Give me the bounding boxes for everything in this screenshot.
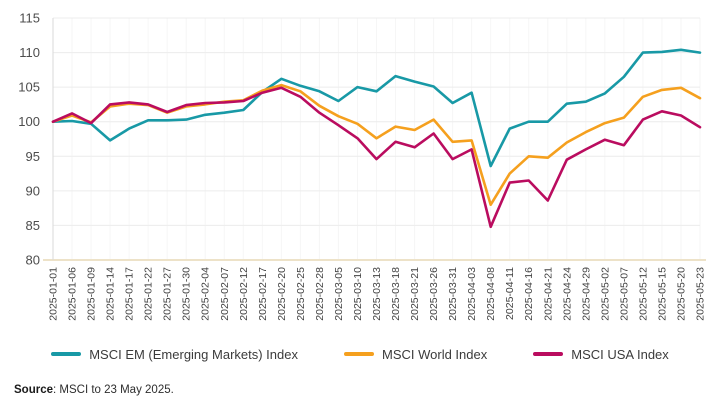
x-axis-label: 2025-02-28 [314,267,326,321]
legend-item-msci-usa-index: MSCI USA Index [533,347,669,362]
x-axis-label: 2025-04-11 [504,267,516,320]
y-axis-label: 95 [26,149,40,164]
x-axis-label: 2025-01-09 [86,267,98,321]
x-axis-label: 2025-02-07 [219,267,231,321]
chart-legend: MSCI EM (Emerging Markets) Index MSCI Wor… [0,343,720,365]
series-line-msci-usa-index [51,86,702,229]
x-axis-label: 2025-02-12 [238,267,250,321]
x-axis-label: 2025-05-07 [618,267,630,321]
legend-swatch-icon [343,352,374,356]
x-axis-label: 2025-04-16 [523,267,535,321]
x-axis-label: 2025-05-20 [675,267,687,321]
legend-label: MSCI EM (Emerging Markets) Index [89,346,298,362]
x-axis-label: 2025-04-08 [485,267,497,321]
x-axis-label: 2025-04-03 [466,267,478,321]
x-axis-label: 2025-01-27 [162,267,174,321]
x-axis-label: 2025-03-10 [352,267,364,321]
x-axis-label: 2025-05-02 [599,267,611,321]
x-axis-label: 2025-02-17 [257,267,269,321]
legend-label: MSCI World Index [381,346,488,362]
x-axis-label: 2025-04-24 [561,267,573,321]
x-axis-label: 2025-01-22 [143,267,155,321]
x-axis-label: 2025-01-30 [181,267,193,321]
source-label: Source [14,384,53,396]
x-axis-label: 2025-03-31 [447,267,459,321]
y-axis-label: 85 [26,218,40,233]
legend-swatch-icon [51,352,82,356]
chart-canvas: 115 110 105 100 95 90 85 80 2025-01-01 2025-01-06… [18,11,707,321]
x-axis-label: 2025-03-26 [428,267,440,321]
x-axis-label: 2025-05-23 [695,267,707,321]
source-note: Source: MSCI to 23 May 2025. [14,384,174,396]
y-axis-label: 105 [18,80,40,95]
x-axis-label: 2025-05-15 [656,267,668,321]
legend-item-msci-em-emerging-markets-index: MSCI EM (Emerging Markets) Index [51,347,298,362]
x-axis-label: 2025-04-29 [580,267,592,321]
x-axis-label: 2025-04-21 [542,267,554,321]
x-axis-label: 2025-02-20 [276,267,288,321]
x-axis-label: 2025-05-12 [637,267,649,321]
x-axis-label: 2025-03-21 [409,267,421,321]
y-axis-label: 110 [19,45,40,60]
y-axis-label: 80 [26,253,40,268]
y-axis-label: 90 [26,183,40,198]
x-axis-label: 2025-01-01 [48,267,60,321]
x-axis-label: 2025-03-18 [390,267,402,321]
series-line-msci-em-emerging-markets-index [51,48,702,168]
x-axis-label: 2025-01-17 [124,267,136,321]
x-axis-label: 2025-03-13 [371,267,383,321]
y-axis-label: 115 [19,11,40,26]
x-axis-label: 2025-02-25 [295,267,307,321]
x-axis-label: 2025-01-06 [67,267,79,321]
legend-label: MSCI USA Index [571,346,669,362]
source-text: : MSCI to 23 May 2025. [53,384,174,396]
legend-item-msci-world-index: MSCI World Index [343,346,488,362]
x-axis-label: 2025-03-05 [333,267,345,321]
y-axis-label: 100 [18,114,40,129]
x-axis-label: 2025-01-14 [105,267,117,321]
x-axis-label: 2025-02-04 [200,267,212,321]
legend-swatch-icon [533,352,564,356]
